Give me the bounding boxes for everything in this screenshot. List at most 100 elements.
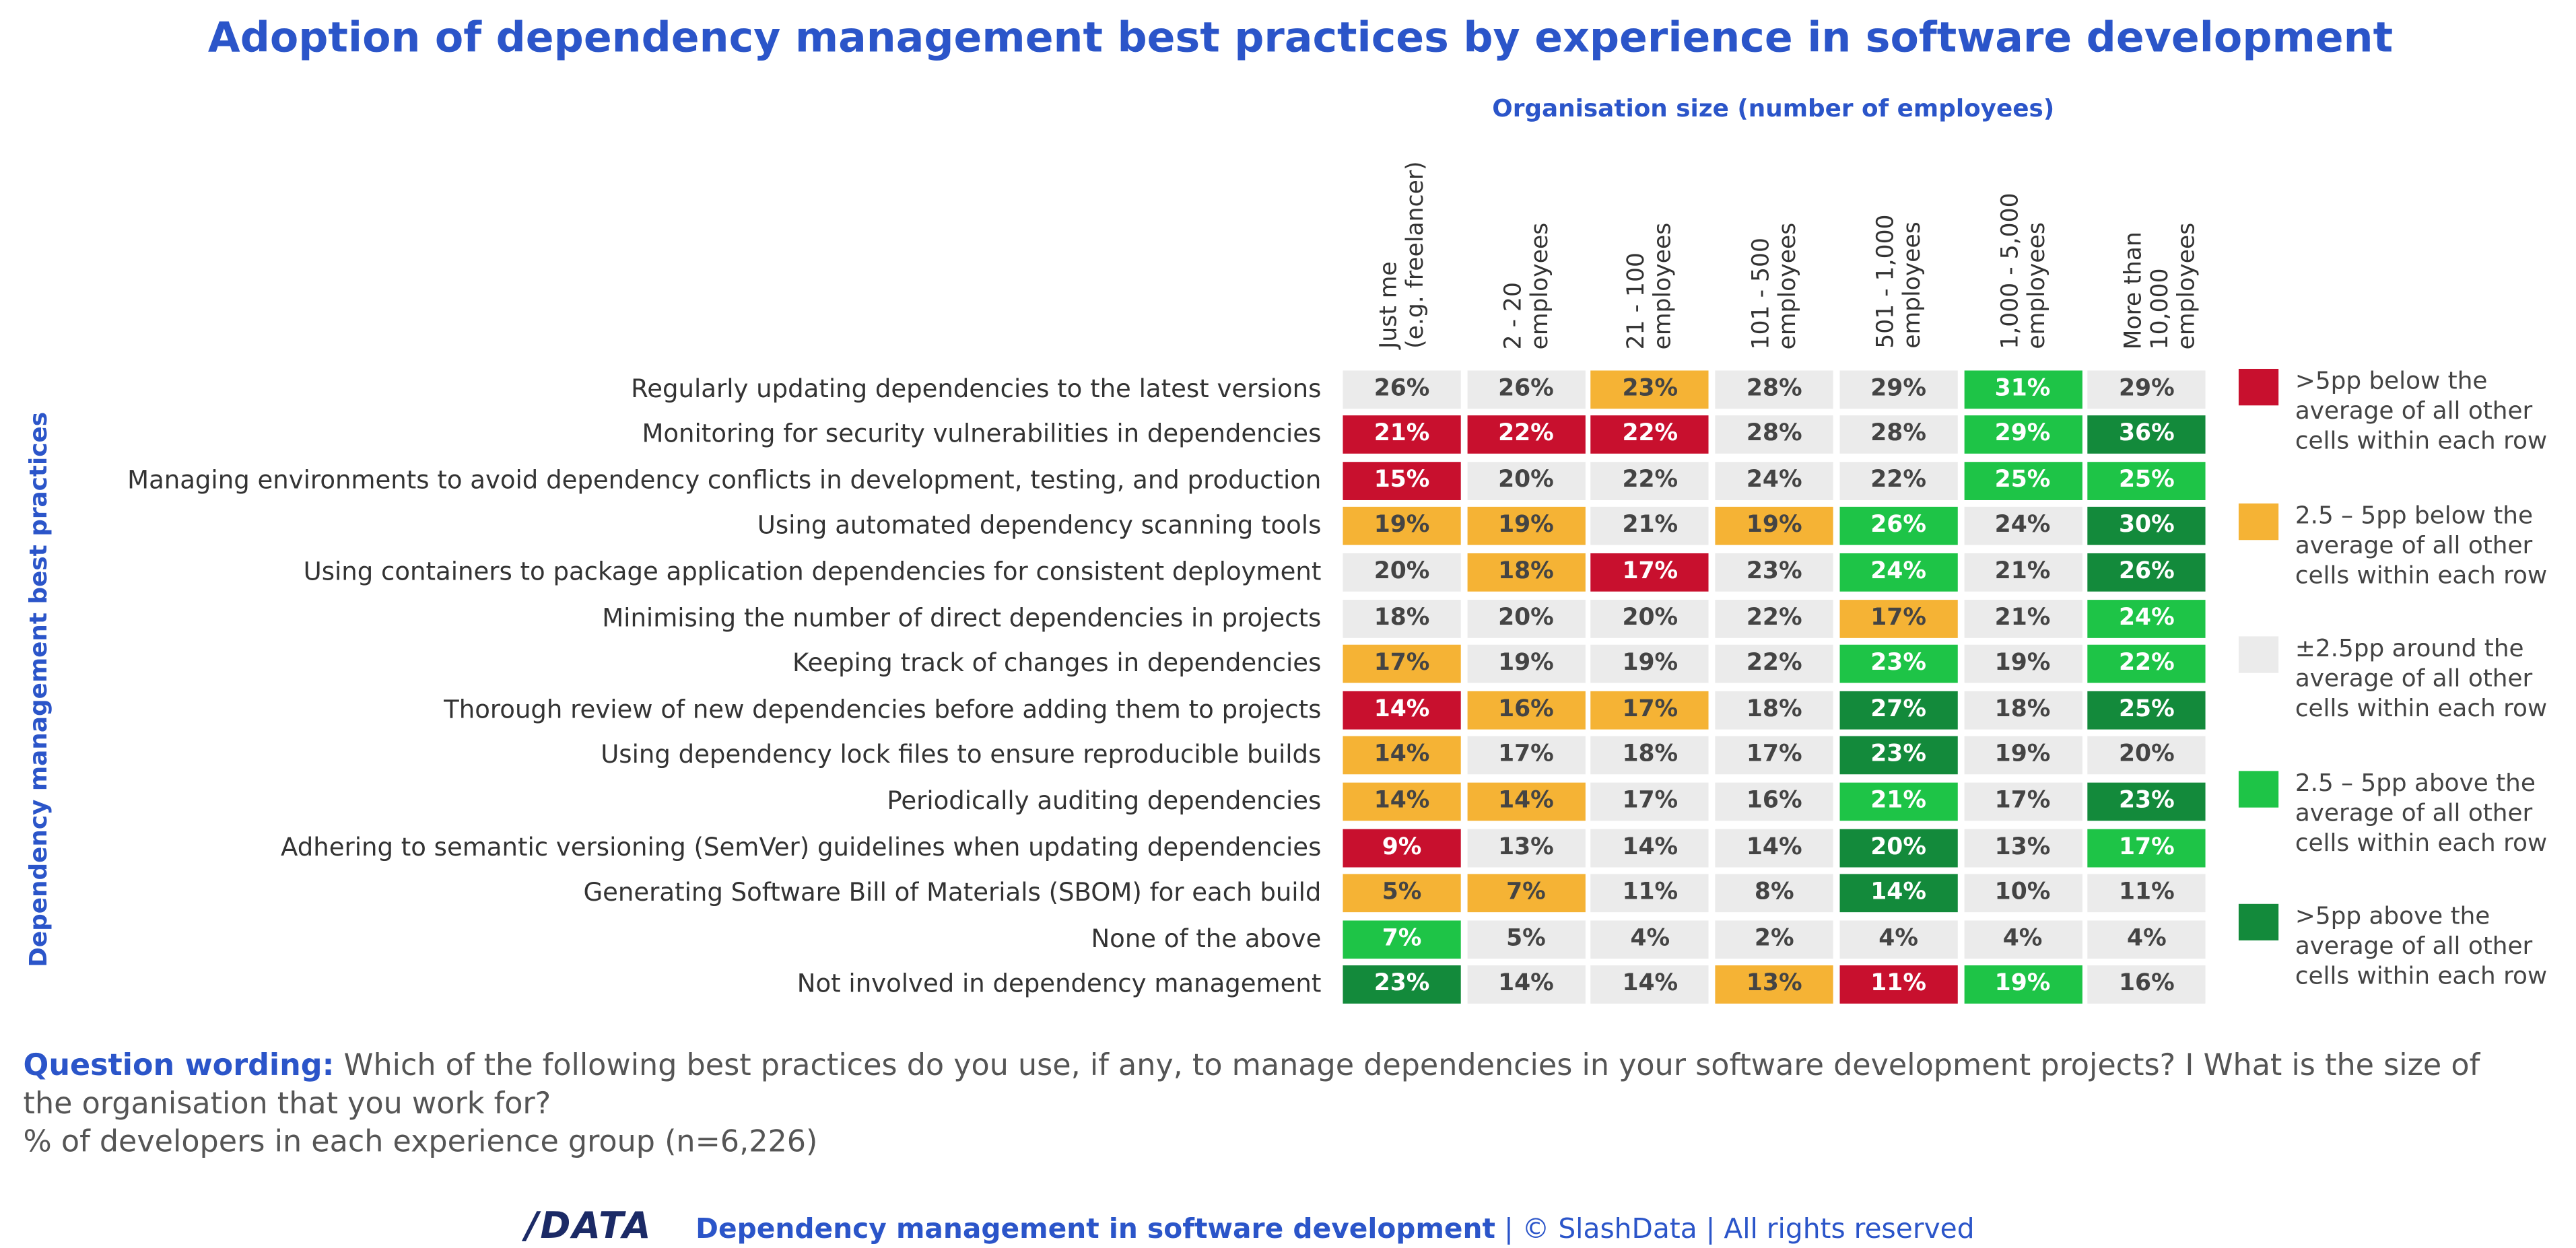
cell: 11% [2087, 874, 2206, 913]
column-label: 501 - 1,000 employees [1872, 215, 1926, 349]
legend-label: 2.5 – 5pp above the average of all other… [2295, 770, 2548, 857]
legend-label: >5pp above the average of all other cell… [2295, 903, 2548, 991]
cell: 11% [1591, 874, 1709, 913]
cell-label: 8% [1754, 879, 1794, 906]
cell: 5% [1343, 874, 1461, 913]
cell: 22% [1715, 644, 1833, 683]
cell-label: 18% [1622, 741, 1679, 769]
cell-label: 5% [1506, 925, 1546, 952]
cell-label: 22% [1746, 604, 1802, 631]
legend-swatch [2238, 770, 2279, 807]
cell-label: 26% [2119, 558, 2175, 585]
cell: 14% [1466, 965, 1586, 1004]
cell: 30% [2087, 507, 2206, 546]
cell-label: 16% [1498, 695, 1554, 722]
question-label: Question wording: [23, 1048, 335, 1084]
legend-swatch [2238, 636, 2279, 673]
cell: 19% [1963, 965, 2082, 1004]
cell: 8% [1715, 874, 1833, 913]
cell: 26% [2087, 553, 2206, 592]
cell: 17% [1839, 598, 1958, 637]
cell-label: 14% [1746, 833, 1802, 860]
legend-label: 2.5 – 5pp below the average of all other… [2295, 502, 2548, 590]
row-label: Using dependency lock files to ensure re… [601, 740, 1322, 770]
footer-rights: | © SlashData | All rights reserved [1503, 1212, 1975, 1245]
cell-label: 21% [1374, 420, 1430, 448]
cell: 11% [1839, 965, 1958, 1004]
cell-label: 19% [1994, 971, 2051, 998]
cell-label: 17% [1622, 695, 1679, 722]
cell-label: 23% [1870, 741, 1926, 769]
legend-label: ±2.5pp around the average of all other c… [2295, 636, 2548, 723]
cell: 29% [1839, 370, 1958, 408]
cell: 14% [1343, 782, 1461, 821]
cell-label: 23% [1622, 374, 1679, 402]
cell: 20% [1839, 828, 1958, 867]
cell-label: 2% [1754, 925, 1794, 952]
cell-label: 23% [2119, 787, 2175, 814]
cell: 17% [1591, 782, 1709, 821]
cell-label: 13% [1994, 833, 2051, 860]
row-label: Monitoring for security vulnerabilities … [642, 419, 1322, 449]
cell-label: 23% [1870, 650, 1926, 677]
cell: 2% [1715, 920, 1833, 959]
cell-label: 7% [1382, 925, 1422, 952]
cell-label: 9% [1382, 833, 1422, 860]
cell: 22% [1839, 461, 1958, 500]
cell-label: 25% [2119, 695, 2175, 722]
cell-label: 29% [1870, 374, 1926, 402]
cell-label: 17% [1746, 741, 1802, 769]
cell: 7% [1343, 920, 1461, 959]
chart-title: Adoption of dependency management best p… [207, 13, 2394, 62]
cell-label: 14% [1374, 741, 1430, 769]
cell-label: 16% [2119, 971, 2175, 998]
cell: 15% [1343, 461, 1461, 500]
cell: 19% [1466, 644, 1586, 683]
row-label: Not involved in dependency management [796, 969, 1322, 1000]
cell-label: 4% [1878, 925, 1918, 952]
footer-title: Dependency management in software develo… [696, 1212, 1496, 1245]
cell: 26% [1466, 370, 1586, 408]
cell: 19% [1963, 644, 2082, 683]
cell: 4% [2087, 920, 2206, 959]
cell-label: 18% [1374, 604, 1430, 631]
cell: 19% [1715, 507, 1833, 546]
cell: 4% [1963, 920, 2082, 959]
cell: 18% [1715, 691, 1833, 729]
cell-label: 14% [1374, 695, 1430, 722]
cell: 14% [1343, 736, 1461, 775]
cell-label: 22% [1622, 466, 1679, 493]
cell: 14% [1466, 782, 1586, 821]
cell: 14% [1591, 828, 1709, 867]
cell-label: 4% [1630, 925, 1670, 952]
row-label: Managing environments to avoid dependenc… [127, 464, 1322, 495]
cell: 4% [1839, 920, 1958, 959]
cell-label: 14% [1498, 971, 1554, 998]
cell: 18% [1591, 736, 1709, 775]
cell: 23% [1715, 553, 1833, 592]
cell-label: 19% [1622, 650, 1679, 677]
cell: 9% [1343, 828, 1461, 867]
column-label: 21 - 100 employees [1624, 221, 1678, 349]
cell-label: 4% [2127, 925, 2167, 952]
cell-label: 18% [1994, 695, 2051, 722]
cell-label: 17% [1994, 787, 2051, 814]
cell-label: 18% [1746, 695, 1802, 722]
cell-label: 22% [1498, 420, 1554, 448]
cell: 24% [1715, 461, 1833, 500]
cell: 20% [1591, 598, 1709, 637]
cell-label: 14% [1498, 787, 1554, 814]
cell-label: 24% [1994, 512, 2051, 539]
cell: 17% [1963, 782, 2082, 821]
cell: 25% [1963, 461, 2082, 500]
cell-label: 13% [1746, 971, 1802, 998]
cell: 24% [1839, 553, 1958, 592]
cell-label: 28% [1746, 374, 1802, 402]
row-label: None of the above [1091, 923, 1322, 954]
cell: 13% [1963, 828, 2082, 867]
cell-label: 19% [1374, 512, 1430, 539]
cell-label: 24% [1746, 466, 1802, 493]
cell-label: 16% [1746, 787, 1802, 814]
cell-label: 15% [1374, 466, 1430, 493]
cell: 17% [1715, 736, 1833, 775]
